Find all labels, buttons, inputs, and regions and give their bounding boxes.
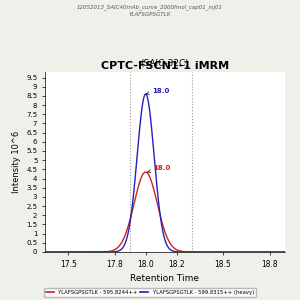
Text: 18.0: 18.0 [148, 165, 171, 172]
Text: 12052013_SAIC40mAb_curve_2000fmol_cap01_inj01: 12052013_SAIC40mAb_curve_2000fmol_cap01_… [77, 4, 223, 10]
Legend: YLAFSGPSGTLK - 595.8244++, YLAFSGPSGTLK - 599.8315++ (heavy): YLAFSGPSGTLK - 595.8244++, YLAFSGPSGTLK … [44, 288, 256, 297]
Title: CPTC-FSCN1-1 iMRM: CPTC-FSCN1-1 iMRM [101, 61, 229, 71]
Y-axis label: Intensity 10^6: Intensity 10^6 [12, 131, 21, 193]
Text: YLAFSGPSGTLK: YLAFSGPSGTLK [129, 12, 171, 17]
X-axis label: Retention Time: Retention Time [130, 274, 200, 283]
Text: (SAIC-32C): (SAIC-32C) [141, 59, 189, 68]
Text: 18.0: 18.0 [146, 88, 169, 94]
